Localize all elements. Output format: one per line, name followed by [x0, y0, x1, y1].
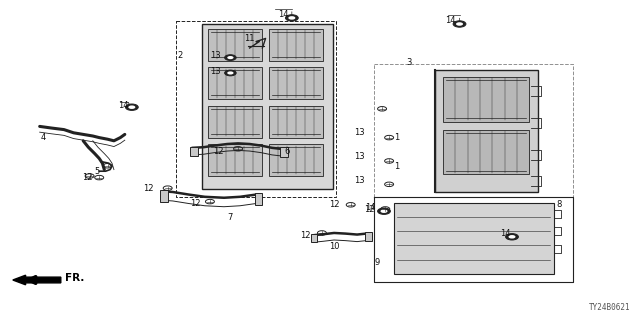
Text: 13: 13 — [354, 152, 365, 161]
Bar — [269, 67, 323, 99]
Bar — [365, 232, 372, 241]
Text: 12: 12 — [364, 205, 374, 214]
Text: 6: 6 — [285, 148, 290, 156]
Bar — [394, 203, 554, 274]
Circle shape — [456, 22, 463, 26]
Bar — [311, 234, 317, 242]
Bar — [160, 190, 168, 202]
Text: 12: 12 — [83, 173, 93, 182]
Text: 11: 11 — [244, 34, 255, 43]
Bar — [269, 144, 323, 176]
Circle shape — [289, 16, 296, 20]
Text: 12: 12 — [190, 199, 200, 208]
Circle shape — [225, 55, 236, 60]
Circle shape — [227, 71, 234, 75]
Circle shape — [378, 208, 390, 214]
Text: 12: 12 — [214, 148, 224, 156]
Circle shape — [125, 104, 138, 110]
Bar — [208, 106, 262, 138]
Text: 1: 1 — [394, 133, 399, 142]
Text: 4: 4 — [41, 133, 46, 142]
Text: 7: 7 — [228, 213, 233, 222]
Circle shape — [227, 56, 234, 59]
Circle shape — [225, 70, 236, 76]
FancyArrow shape — [13, 275, 61, 285]
Text: 13: 13 — [210, 68, 221, 76]
Bar — [208, 144, 262, 176]
Circle shape — [453, 21, 466, 27]
Circle shape — [128, 105, 136, 109]
Text: 14: 14 — [445, 16, 455, 25]
Polygon shape — [202, 24, 333, 189]
Circle shape — [285, 15, 298, 21]
Text: 13: 13 — [354, 176, 365, 185]
Text: 14: 14 — [365, 204, 375, 212]
Text: 12: 12 — [143, 184, 154, 193]
Text: 12: 12 — [300, 231, 310, 240]
Bar — [443, 77, 529, 122]
Text: 1: 1 — [394, 162, 399, 171]
Circle shape — [380, 210, 388, 213]
Bar — [255, 193, 262, 205]
Circle shape — [509, 235, 516, 239]
Text: 5: 5 — [94, 167, 99, 176]
Text: FR.: FR. — [65, 273, 84, 284]
Bar — [269, 29, 323, 61]
Bar — [208, 29, 262, 61]
Text: 2: 2 — [177, 52, 182, 60]
Text: 12: 12 — [329, 200, 339, 209]
Text: 14: 14 — [118, 101, 129, 110]
Bar — [190, 147, 198, 156]
Bar — [208, 67, 262, 99]
Polygon shape — [435, 70, 538, 192]
Text: 14: 14 — [278, 10, 289, 19]
Text: 13: 13 — [354, 128, 365, 137]
Text: 14: 14 — [500, 229, 511, 238]
Bar — [443, 130, 529, 174]
Text: 13: 13 — [210, 52, 221, 60]
Text: TY24B0621: TY24B0621 — [589, 303, 630, 312]
Text: 3: 3 — [406, 58, 412, 67]
Text: 10: 10 — [329, 242, 339, 251]
Bar — [280, 147, 288, 157]
Text: 8: 8 — [557, 200, 562, 209]
Circle shape — [506, 234, 518, 240]
Bar — [269, 106, 323, 138]
Text: 9: 9 — [375, 258, 380, 267]
